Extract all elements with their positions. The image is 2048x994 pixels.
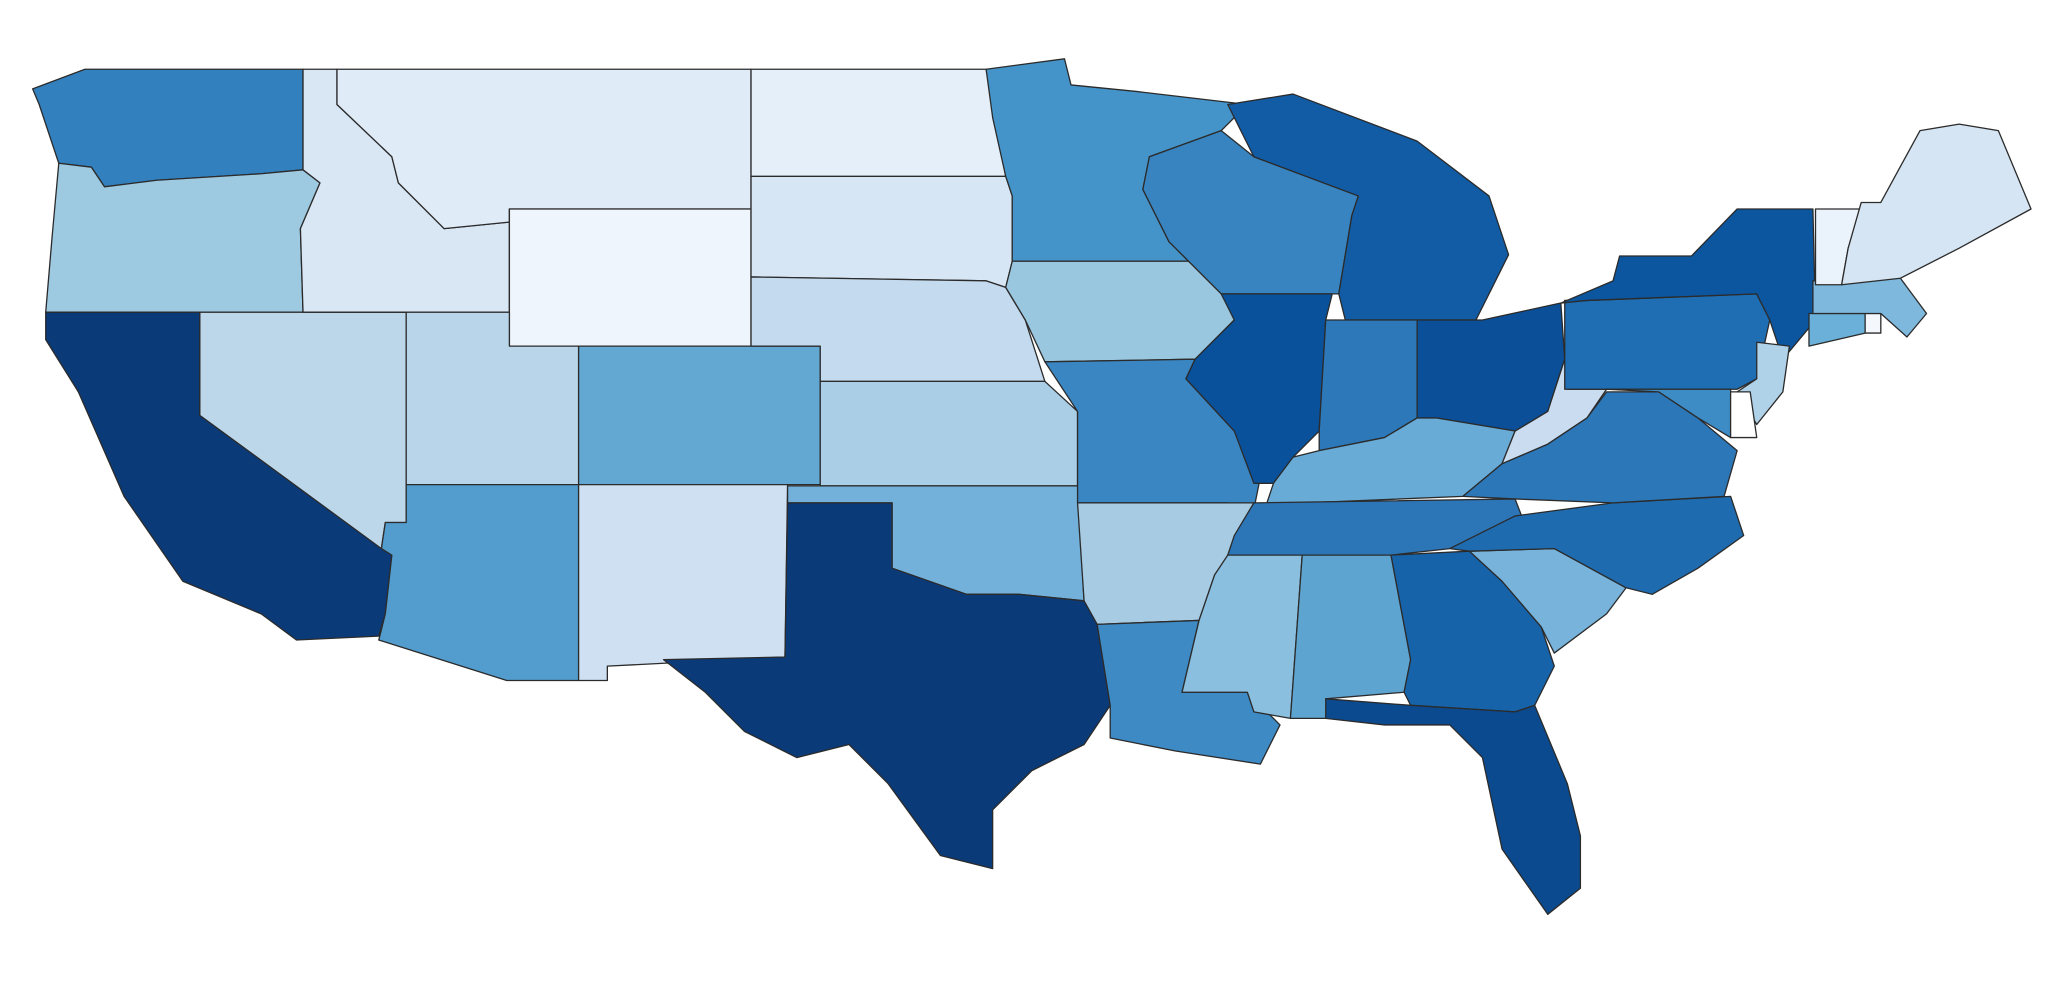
state (1325, 698, 1582, 915)
state (662, 502, 1111, 870)
state (1449, 495, 1745, 595)
state (577, 483, 789, 682)
state (1729, 391, 1758, 439)
state (1227, 93, 1510, 321)
states (32, 58, 2032, 915)
state (1605, 388, 1732, 439)
state (1840, 123, 2032, 286)
state (750, 68, 1007, 177)
state (1185, 293, 1333, 484)
state (1564, 293, 1771, 390)
state (1560, 208, 1817, 360)
state (1227, 498, 1523, 556)
state (1005, 260, 1235, 363)
state (577, 345, 821, 486)
state (1864, 312, 1882, 334)
state (508, 208, 752, 347)
state (750, 175, 1013, 289)
state (45, 162, 321, 313)
state (819, 380, 1079, 487)
state (1416, 302, 1566, 432)
